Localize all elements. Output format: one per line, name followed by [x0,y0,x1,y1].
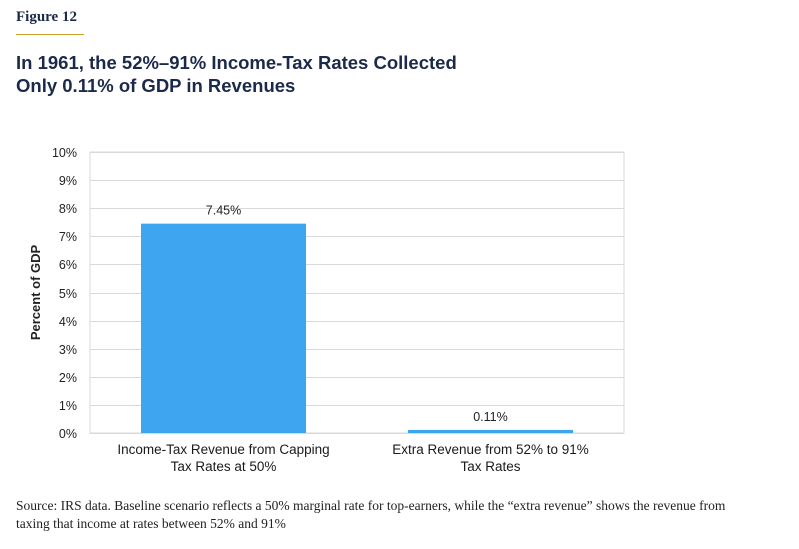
bar-value-label: 7.45% [206,204,241,218]
y-tick-label: 1% [59,399,77,413]
figure-label-underline [16,34,84,35]
y-tick-label: 7% [59,230,77,244]
y-tick-label: 0% [59,427,77,441]
y-tick-label: 3% [59,343,77,357]
x-category-label: Extra Revenue from 52% to 91% [392,442,589,457]
y-tick-label: 6% [59,258,77,272]
x-category-label: Tax Rates at 50% [171,459,277,474]
y-tick-label: 5% [59,287,77,301]
y-tick-label: 10% [52,146,77,160]
bar [408,429,573,433]
bar [141,223,306,433]
chart-title: In 1961, the 52%–91% Income-Tax Rates Co… [16,51,616,97]
y-tick-label: 8% [59,202,77,216]
figure-label: Figure 12 [16,9,77,25]
y-tick-label: 4% [59,315,77,329]
y-tick-label: 2% [59,371,77,385]
chart-title-line-1: In 1961, the 52%–91% Income-Tax Rates Co… [16,52,457,73]
bar-value-label: 0.11% [473,410,508,424]
source-note: Source: IRS data. Baseline scenario refl… [16,498,726,531]
chart-title-line-2: Only 0.11% of GDP in Revenues [16,75,296,96]
x-category-label: Tax Rates [460,459,520,474]
y-tick-label: 9% [59,174,77,188]
x-category-label: Income-Tax Revenue from Capping [117,442,329,457]
y-axis-label: Percent of GDP [28,244,43,340]
